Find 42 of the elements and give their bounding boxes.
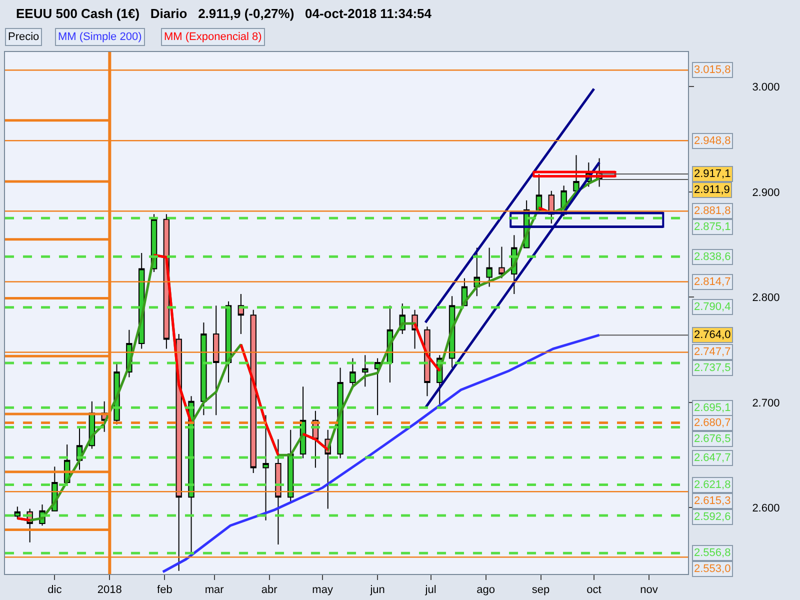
ref-line-label: 2.838,6	[694, 251, 731, 263]
ref-line-label: 2.615,3	[694, 495, 731, 507]
ref-line-label: 2.556,8	[694, 547, 731, 559]
x-tick-label: jul	[424, 584, 436, 596]
x-tick-label: 2018	[97, 584, 122, 596]
y-tick-label: 2.800	[752, 292, 780, 304]
ref-line-label: 2.592,6	[694, 511, 731, 523]
x-tick-label: feb	[157, 584, 172, 596]
x-tick-label: dic	[48, 584, 62, 596]
annotation: 2.911,9	[694, 184, 730, 196]
ref-line-label: 2.875,1	[694, 221, 731, 233]
annotation: 2.917,1	[694, 168, 731, 180]
ref-line-label: 2.621,8	[694, 479, 731, 491]
ref-line-label: 2.695,1	[694, 402, 731, 414]
ref-line-label: 2.737,5	[694, 362, 731, 374]
x-tick-label: ago	[476, 584, 495, 596]
text: Precio	[8, 31, 40, 43]
y-tick-label: 3.000	[752, 82, 780, 94]
y-tick-label: 2.600	[752, 502, 780, 515]
x-tick-label: oct	[586, 584, 602, 596]
ref-line-label: 2.881,8	[694, 205, 731, 217]
ref-line-label: 2.948,8	[694, 135, 731, 147]
annotation: 2.764,0	[694, 329, 731, 341]
x-tick-label: sep	[532, 584, 550, 596]
ref-line-label: 2.553,0	[694, 563, 731, 575]
ref-line-label: 2.676,5	[694, 433, 731, 445]
text: MM (Exponencial 8)	[164, 31, 262, 43]
ref-line-label: 2.814,7	[694, 276, 731, 288]
x-tick-label: nov	[640, 584, 658, 596]
x-tick-label: jun	[369, 584, 385, 596]
x-tick-label: mar	[204, 584, 224, 596]
x-tick-label: may	[312, 584, 334, 596]
x-tick-label: abr	[261, 584, 278, 596]
chart-title: EEUU 500 Cash (1€) Diario 2.911,9 (-0,27%) 04-oct-2018 11:34:54	[16, 6, 432, 22]
y-tick-label: 2.700	[752, 397, 780, 410]
y-tick-label: 2.900	[752, 186, 780, 199]
text: MM (Simple 200)	[58, 31, 142, 43]
ref-line-label: 2.790,4	[694, 301, 731, 313]
ref-line-label: 3.015,8	[694, 64, 731, 76]
ref-line-label: 2.680,7	[694, 417, 731, 429]
ref-line-label: 2.747,7	[694, 346, 731, 358]
ref-line-label: 2.647,7	[694, 452, 731, 464]
